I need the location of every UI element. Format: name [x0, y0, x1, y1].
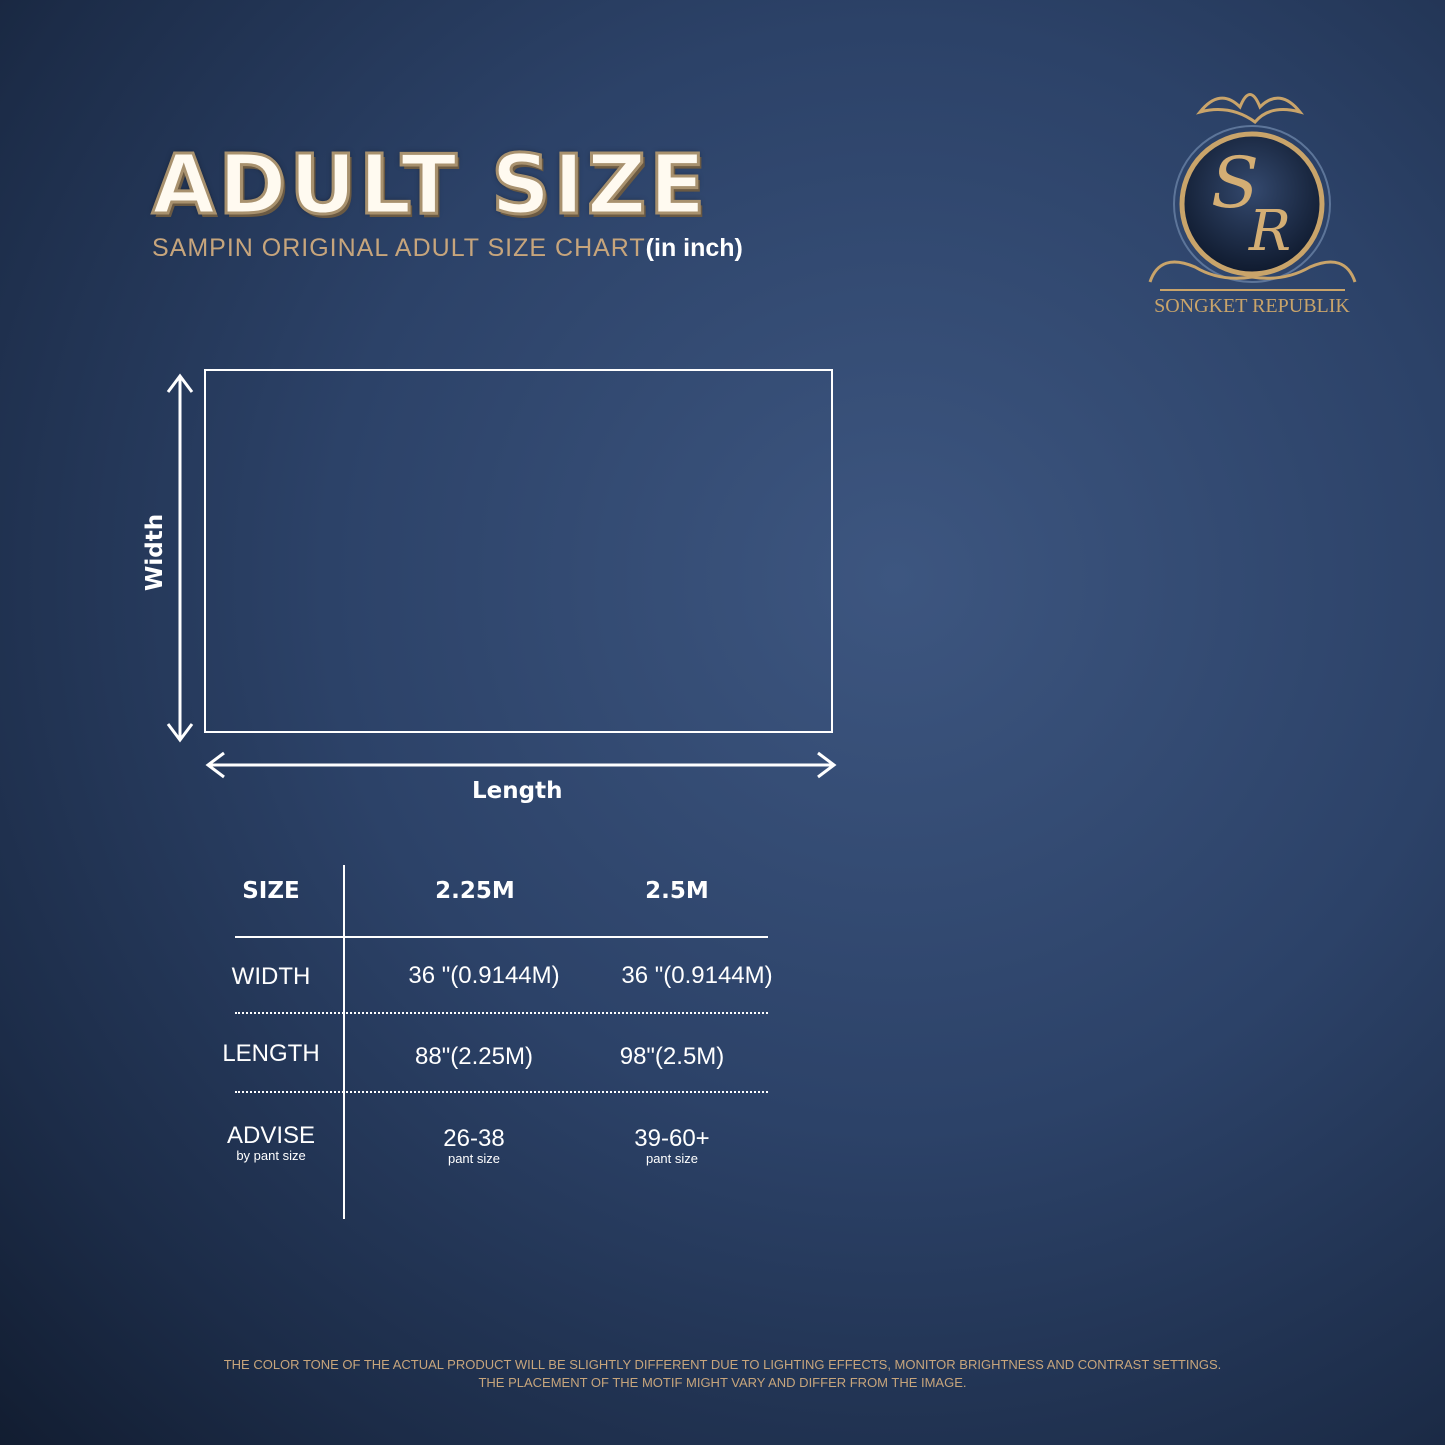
cell-sub: pant size	[645, 1151, 699, 1166]
header-divider	[235, 936, 768, 938]
disclaimer-line: THE PLACEMENT OF THE MOTIF MIGHT VARY AN…	[478, 1375, 967, 1390]
page-title: ADULT SIZE	[150, 137, 709, 235]
table-cell: 36 "(0.9144M)	[621, 962, 773, 989]
table-cell: 36 "(0.9144M)	[408, 962, 560, 989]
svg-text:SONGKET REPUBLIK: SONGKET REPUBLIK	[1154, 295, 1350, 317]
subtitle-unit: (in inch)	[645, 234, 743, 262]
row-divider	[235, 1012, 768, 1014]
row-label: ADVISE by pant size	[211, 1122, 331, 1163]
table-vertical-divider	[343, 865, 345, 1219]
cell-value: 26-38	[443, 1125, 505, 1152]
row-label-text: ADVISE	[226, 1122, 316, 1149]
length-arrow	[205, 751, 837, 779]
cell-sub: pant size	[447, 1151, 501, 1166]
table-header: 2.5M	[645, 878, 709, 904]
table-cell: 26-38 pant size	[394, 1125, 554, 1166]
table-header: 2.25M	[435, 878, 515, 904]
svg-text:S: S	[1211, 142, 1259, 224]
row-divider	[235, 1091, 768, 1093]
subtitle-text: SAMPIN ORIGINAL ADULT SIZE CHART	[152, 234, 646, 262]
row-label: WIDTH	[231, 963, 311, 990]
svg-text:R: R	[1248, 199, 1291, 264]
brand-logo: S R SONGKET REPUBLIK	[1148, 93, 1357, 317]
table-header: SIZE	[242, 878, 300, 904]
disclaimer: THE COLOR TONE OF THE ACTUAL PRODUCT WIL…	[0, 1356, 1445, 1392]
row-label-sub: by pant size	[236, 1148, 306, 1163]
table-cell: 98"(2.5M)	[619, 1043, 725, 1070]
row-label: LENGTH	[222, 1040, 320, 1067]
table-cell: 39-60+ pant size	[592, 1125, 752, 1166]
page-subtitle: SAMPIN ORIGINAL ADULT SIZE CHART(in inch…	[152, 234, 743, 263]
cell-value: 39-60+	[634, 1125, 710, 1152]
size-diagram	[166, 369, 837, 779]
sampin-outline	[204, 369, 833, 733]
length-label: Length	[472, 778, 563, 804]
width-arrow	[166, 373, 194, 743]
width-label: Width	[142, 513, 168, 591]
table-cell: 88"(2.25M)	[415, 1043, 533, 1070]
disclaimer-line: THE COLOR TONE OF THE ACTUAL PRODUCT WIL…	[223, 1357, 1222, 1372]
